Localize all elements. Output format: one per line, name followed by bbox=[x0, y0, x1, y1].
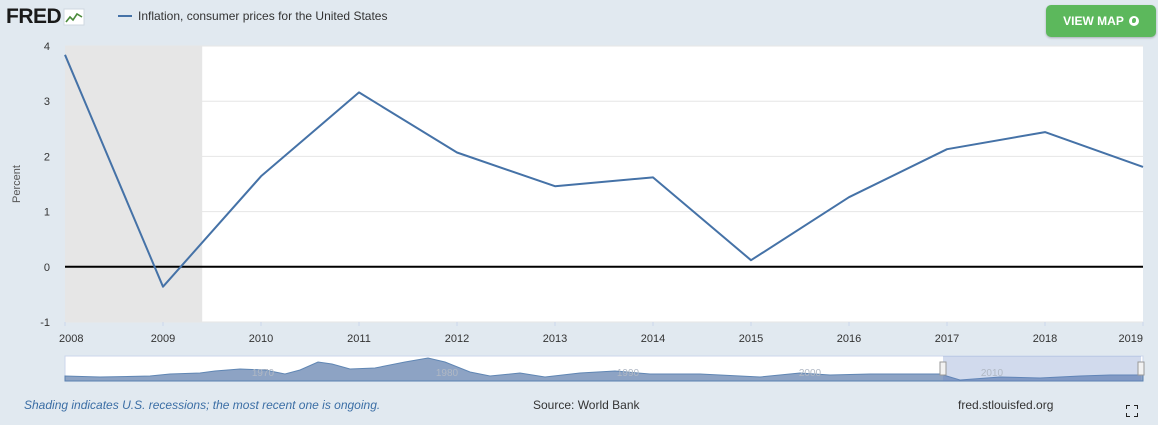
navigator-label: 1970 bbox=[252, 368, 275, 379]
site-link[interactable]: fred.stlouisfed.org bbox=[958, 398, 1054, 412]
view-map-button[interactable]: VIEW MAP bbox=[1046, 5, 1156, 37]
navigator-label: 2000 bbox=[799, 368, 822, 379]
navigator-handle-left[interactable] bbox=[939, 361, 947, 376]
y-tick-label: -1 bbox=[40, 317, 50, 329]
fred-logo[interactable]: FRED bbox=[6, 3, 85, 31]
y-tick-label: 2 bbox=[44, 151, 50, 163]
chart-legend: Inflation, consumer prices for the Unite… bbox=[118, 9, 387, 23]
navigator-label: 1990 bbox=[617, 368, 640, 379]
x-tick-label: 2011 bbox=[347, 333, 371, 345]
navigator-handle-right[interactable] bbox=[1137, 361, 1145, 376]
fred-logo-text: FRED bbox=[6, 5, 62, 28]
view-map-label: VIEW MAP bbox=[1063, 14, 1124, 28]
y-tick-label: 0 bbox=[44, 262, 50, 274]
y-tick-label: 4 bbox=[44, 41, 50, 53]
x-tick-label: 2015 bbox=[739, 333, 763, 345]
plot-area bbox=[65, 46, 1143, 322]
series-line bbox=[64, 54, 1144, 288]
x-tick-label: 2009 bbox=[151, 333, 175, 345]
legend-series-label: Inflation, consumer prices for the Unite… bbox=[138, 9, 388, 23]
navigator-label: 2010 bbox=[981, 368, 1004, 379]
recession-note: Shading indicates U.S. recessions; the m… bbox=[24, 398, 381, 412]
y-tick-label: 3 bbox=[44, 96, 50, 108]
y-axis-label: Percent bbox=[11, 165, 23, 203]
x-tick-label: 2012 bbox=[445, 333, 469, 345]
fullscreen-icon[interactable] bbox=[1126, 405, 1138, 417]
globe-icon bbox=[1128, 16, 1139, 26]
x-tick-label: 2019 bbox=[1119, 333, 1143, 345]
x-tick-label: 2008 bbox=[59, 333, 83, 345]
y-tick-label: 1 bbox=[44, 207, 50, 219]
fred-logo-graph-icon bbox=[63, 8, 85, 26]
x-tick-label: 2010 bbox=[249, 333, 273, 345]
x-tick-label: 2013 bbox=[543, 333, 567, 345]
navigator-selection bbox=[943, 356, 1141, 381]
navigator-series bbox=[64, 357, 1144, 382]
x-tick-label: 2014 bbox=[641, 333, 665, 345]
source-label: Source: World Bank bbox=[533, 398, 640, 412]
x-tick-label: 2016 bbox=[837, 333, 861, 345]
legend-swatch bbox=[118, 15, 132, 17]
x-tick-label: 2017 bbox=[935, 333, 959, 345]
x-tick-label: 2018 bbox=[1033, 333, 1057, 345]
navigator-label: 1980 bbox=[436, 368, 459, 379]
recession-shading bbox=[65, 46, 203, 322]
